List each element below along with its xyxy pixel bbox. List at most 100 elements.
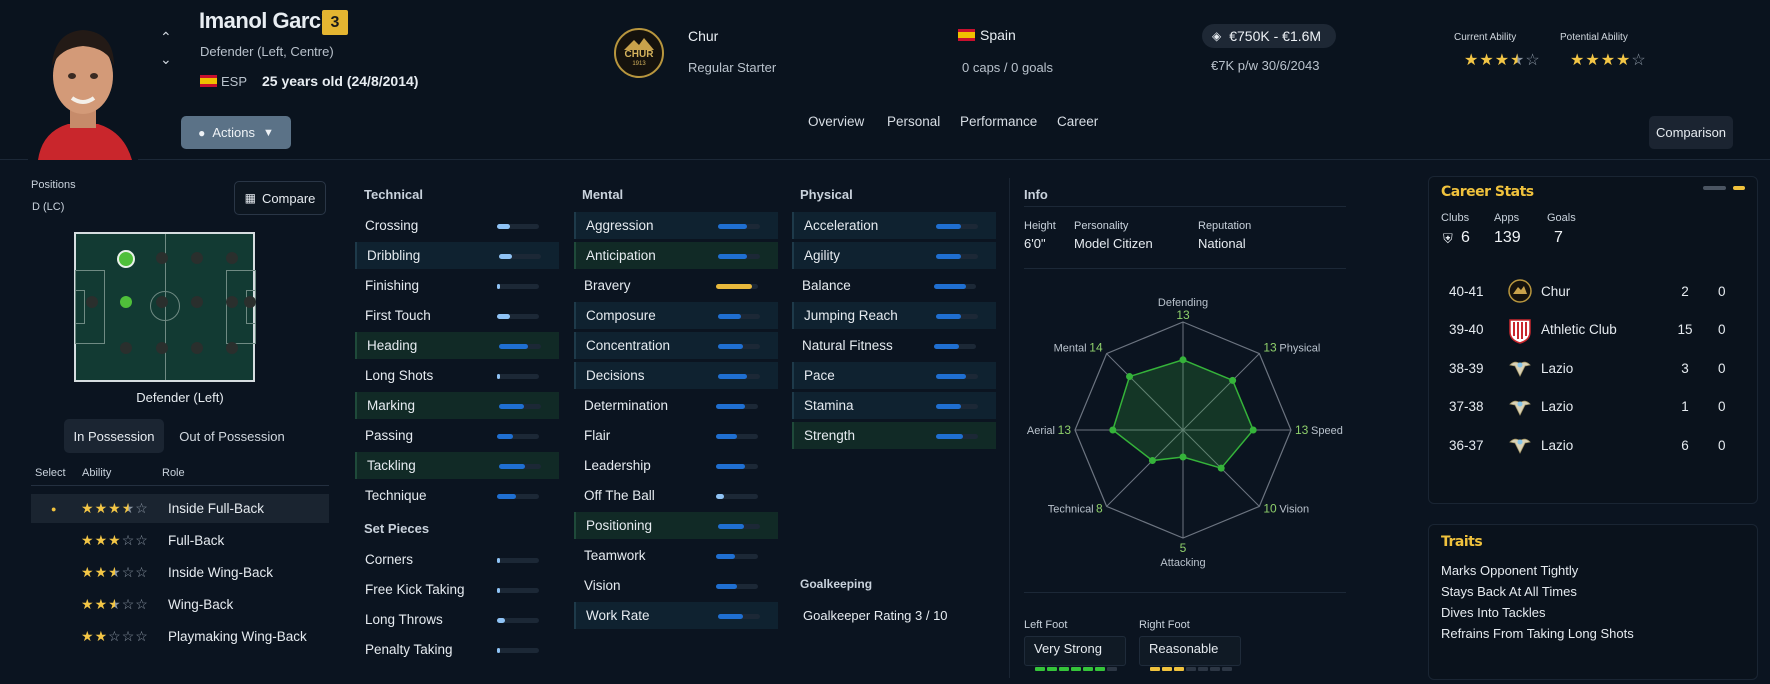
- attribute-row[interactable]: Balance: [792, 272, 996, 299]
- attribute-row[interactable]: Long Throws: [355, 606, 559, 633]
- role-name: Playmaking Wing-Back: [168, 629, 307, 644]
- positions-value: D (LC): [32, 201, 65, 213]
- attribute-bar: [497, 558, 539, 563]
- attribute-bar-fill: [497, 224, 510, 229]
- club-crest-icon: [1508, 279, 1532, 306]
- comparison-button[interactable]: Comparison: [1649, 116, 1733, 149]
- attribute-row[interactable]: Free Kick Taking: [355, 576, 559, 603]
- career-row[interactable]: 37-38 Lazio 1 0: [1430, 388, 1730, 426]
- tab-performance[interactable]: Performance: [960, 114, 1038, 129]
- tab-in-possession[interactable]: In Possession: [64, 419, 164, 453]
- attribute-row[interactable]: Marking: [355, 392, 559, 419]
- attribute-bar: [716, 554, 758, 559]
- attribute-row[interactable]: Dribbling: [355, 242, 559, 269]
- attribute-bar: [716, 434, 758, 439]
- attribute-bar-fill: [497, 648, 500, 653]
- star-empty-icon: ☆: [135, 564, 149, 580]
- role-row[interactable]: ★★★☆☆ Full-Back: [31, 526, 329, 555]
- attribute-row[interactable]: Long Shots: [355, 362, 559, 389]
- attribute-row[interactable]: Flair: [574, 422, 778, 449]
- attribute-row[interactable]: First Touch: [355, 302, 559, 329]
- radar-axis-value: 10: [1263, 501, 1277, 515]
- attribute-row[interactable]: Teamwork: [574, 542, 778, 569]
- attribute-bar: [716, 584, 758, 589]
- actions-button[interactable]: ● Actions ▼: [181, 116, 291, 149]
- attribute-row[interactable]: Finishing: [355, 272, 559, 299]
- attribute-row[interactable]: Tackling: [355, 452, 559, 479]
- attribute-name: Penalty Taking: [365, 642, 453, 657]
- carousel-dot[interactable]: [1703, 186, 1726, 190]
- tab-overview[interactable]: Overview: [808, 114, 865, 129]
- attribute-row[interactable]: Crossing: [355, 212, 559, 239]
- attribute-row[interactable]: Passing: [355, 422, 559, 449]
- attribute-row[interactable]: Decisions: [574, 362, 778, 389]
- radar-axis-line: [1106, 429, 1184, 507]
- attribute-row[interactable]: Penalty Taking: [355, 636, 559, 663]
- attribute-name: Pace: [804, 368, 835, 383]
- attribute-bar: [499, 344, 541, 349]
- club-name[interactable]: Chur: [688, 28, 719, 44]
- career-stats-title: Career Stats: [1441, 184, 1534, 200]
- attribute-row[interactable]: Technique: [355, 482, 559, 509]
- attribute-row[interactable]: Strength: [792, 422, 996, 449]
- attribute-row[interactable]: Pace: [792, 362, 996, 389]
- attribute-row[interactable]: Leadership: [574, 452, 778, 479]
- role-row[interactable]: ★★★☆☆ Wing-Back: [31, 590, 329, 619]
- tab-personal[interactable]: Personal: [887, 114, 941, 129]
- attribute-row[interactable]: Heading: [355, 332, 559, 359]
- attribute-bar-fill: [716, 554, 735, 559]
- role-row[interactable]: ● ★★★★☆ Inside Full-Back: [31, 494, 329, 523]
- attribute-row[interactable]: Aggression: [574, 212, 778, 239]
- attribute-name: Strength: [804, 428, 856, 443]
- attribute-row[interactable]: Bravery: [574, 272, 778, 299]
- attribute-row[interactable]: Composure: [574, 302, 778, 329]
- attribute-name: Long Throws: [365, 612, 443, 627]
- carousel-dot-active[interactable]: [1733, 186, 1745, 190]
- attribute-bar-fill: [718, 254, 747, 259]
- roles-header-divider: [31, 485, 329, 486]
- tab-career[interactable]: Career: [1057, 114, 1099, 129]
- career-row[interactable]: 40-41 Chur 2 0: [1430, 272, 1730, 310]
- foot-meter-segment: [1210, 667, 1220, 671]
- attribute-row[interactable]: Determination: [574, 392, 778, 419]
- attribute-row[interactable]: Corners: [355, 546, 559, 573]
- role-select-marker[interactable]: ●: [51, 503, 57, 514]
- star-empty-icon: ☆: [135, 596, 149, 612]
- attribute-bar: [716, 404, 758, 409]
- career-row[interactable]: 39-40 Athletic Club 15 0: [1430, 311, 1730, 349]
- star-full-icon: ★: [108, 500, 122, 516]
- attribute-bar: [497, 314, 539, 319]
- attribute-row[interactable]: Positioning: [574, 512, 778, 539]
- chevron-down-icon[interactable]: ⌄: [160, 51, 172, 67]
- chevron-up-icon[interactable]: ⌃: [160, 29, 172, 45]
- attribute-row[interactable]: Work Rate: [574, 602, 778, 629]
- attribute-row[interactable]: Off The Ball: [574, 482, 778, 509]
- role-row[interactable]: ★★★☆☆ Inside Wing-Back: [31, 558, 329, 587]
- career-row[interactable]: 36-37 Lazio 6 0: [1430, 426, 1730, 464]
- goalkeeping-title: Goalkeeping: [800, 577, 873, 591]
- role-row[interactable]: ★★☆☆☆ Playmaking Wing-Back: [31, 622, 329, 651]
- attribute-row[interactable]: Concentration: [574, 332, 778, 359]
- star-empty-icon: ☆: [108, 628, 122, 644]
- attribute-row[interactable]: Agility: [792, 242, 996, 269]
- nationality-country[interactable]: Spain: [980, 27, 1016, 43]
- attribute-bar-fill: [497, 314, 510, 319]
- attribute-bar-fill: [716, 434, 737, 439]
- compare-button[interactable]: ▦ Compare: [234, 181, 326, 215]
- attribute-row[interactable]: Vision: [574, 572, 778, 599]
- tab-out-of-possession[interactable]: Out of Possession: [179, 428, 285, 444]
- star-full-icon: ★: [1616, 52, 1632, 69]
- attribute-name: Decisions: [586, 368, 645, 383]
- attribute-row[interactable]: Natural Fitness: [792, 332, 996, 359]
- attribute-row[interactable]: Acceleration: [792, 212, 996, 239]
- position-dot: [120, 342, 132, 354]
- position-dot: [226, 252, 238, 264]
- attribute-bar-fill: [716, 284, 752, 289]
- attribute-name: Leadership: [584, 458, 651, 473]
- attribute-row[interactable]: Jumping Reach: [792, 302, 996, 329]
- position-dot: [226, 296, 238, 308]
- career-row[interactable]: 38-39 Lazio 3 0: [1430, 349, 1730, 387]
- right-foot-label: Right Foot: [1139, 619, 1190, 631]
- attribute-row[interactable]: Stamina: [792, 392, 996, 419]
- attribute-row[interactable]: Anticipation: [574, 242, 778, 269]
